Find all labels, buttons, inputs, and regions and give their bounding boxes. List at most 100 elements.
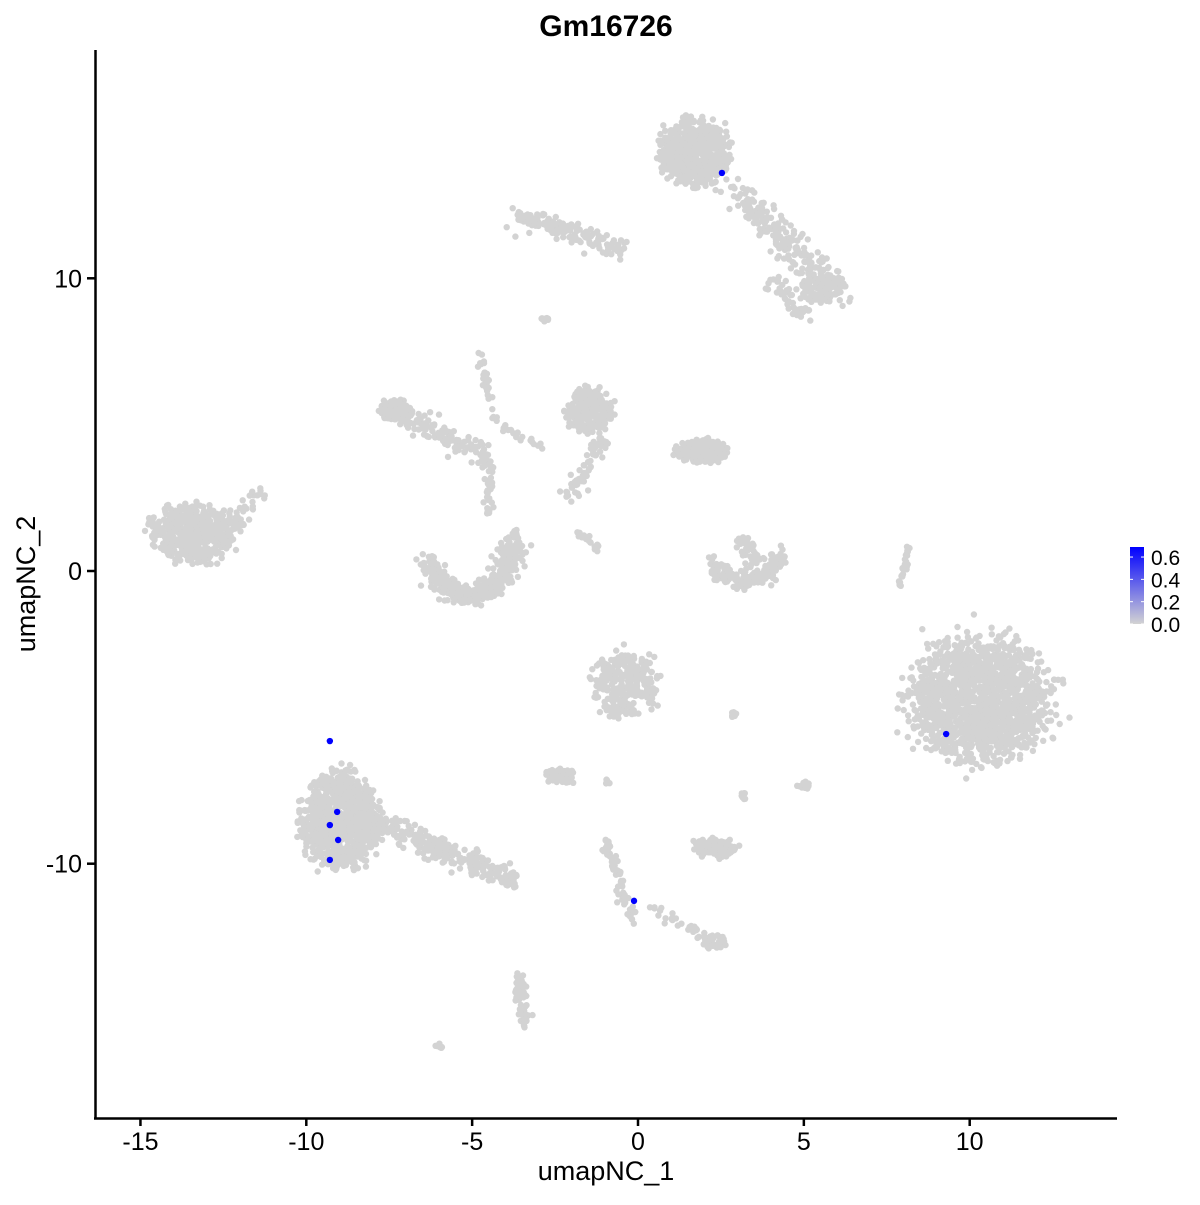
cell-point [151, 530, 158, 538]
cell-point [167, 511, 175, 518]
cell-point [904, 712, 912, 719]
cell-point [236, 504, 244, 512]
cell-point [489, 406, 496, 413]
cell-point [567, 471, 574, 478]
cell-point [417, 582, 425, 589]
cell-point [750, 198, 758, 205]
cell-point [234, 513, 241, 520]
cell-point [1056, 720, 1063, 728]
cell-point [999, 722, 1006, 729]
cell-point [1014, 680, 1022, 687]
cell-point [992, 715, 1000, 722]
cell-point [767, 551, 775, 558]
cell-point [657, 141, 664, 148]
cell-point [979, 752, 986, 759]
cell-point [404, 424, 412, 431]
cell-point [772, 238, 780, 245]
cell-point [756, 556, 763, 563]
cell-point [443, 573, 450, 580]
cell-point [894, 705, 901, 712]
cell-point [784, 301, 791, 308]
cell-point [440, 580, 448, 587]
cell-point [409, 432, 417, 439]
cell-point [996, 652, 1003, 660]
cell-point [158, 525, 166, 532]
background-points [141, 112, 1073, 1052]
cell-point [974, 719, 981, 726]
cell-point [793, 269, 800, 276]
cell-point [772, 576, 779, 584]
cell-point [180, 533, 187, 540]
cell-point [926, 723, 933, 730]
cell-point [512, 233, 519, 240]
cell-point [723, 176, 730, 183]
cell-point [585, 467, 592, 474]
cell-point [1053, 711, 1060, 719]
cell-point [429, 427, 436, 435]
cell-point [779, 546, 786, 553]
cell-point [770, 205, 778, 213]
cell-point [988, 722, 995, 729]
cell-point [475, 459, 482, 466]
cell-point [585, 424, 592, 432]
cell-point [603, 390, 610, 397]
cell-point [761, 569, 768, 576]
cell-point [249, 503, 256, 510]
cell-point [700, 122, 708, 129]
cell-point [716, 440, 723, 448]
cell-point [489, 463, 496, 471]
cell-point [949, 729, 956, 737]
cell-point [444, 453, 452, 461]
cell-point [715, 458, 722, 466]
cell-point [607, 408, 614, 415]
cell-point [601, 420, 609, 427]
cell-point [742, 568, 749, 576]
cell-point [1033, 669, 1041, 676]
cell-point [708, 568, 715, 575]
cell-point [718, 147, 726, 155]
cell-point [1049, 734, 1056, 741]
cell-point [743, 577, 750, 584]
cell-point [978, 764, 985, 772]
cell-point [211, 538, 219, 545]
cell-point [474, 363, 482, 370]
cell-point [692, 184, 699, 192]
cell-point [480, 499, 487, 506]
cell-point [1051, 676, 1058, 683]
cell-point [967, 743, 975, 751]
cell-point [1021, 672, 1028, 679]
cell-point [512, 554, 519, 562]
cell-point [960, 740, 967, 748]
cell-point [1019, 712, 1027, 719]
cell-point [951, 741, 958, 748]
cell-point [673, 180, 680, 187]
cell-point [395, 400, 403, 407]
cell-point [156, 518, 163, 525]
cell-point [826, 285, 833, 292]
cell-point [693, 177, 701, 184]
cell-point [433, 575, 440, 583]
cell-point [599, 399, 607, 406]
cell-point [411, 425, 418, 433]
cell-point [485, 565, 492, 572]
cell-point [514, 429, 521, 436]
cell-point [213, 521, 220, 529]
cell-point [725, 568, 732, 575]
cell-point [950, 650, 957, 657]
cell-point [743, 582, 751, 589]
cell-point [899, 674, 906, 682]
cell-point [458, 599, 465, 606]
cell-point [793, 311, 801, 319]
cell-point [959, 670, 966, 678]
cell-point [937, 670, 944, 678]
cell-point [774, 554, 782, 562]
cell-point [710, 165, 717, 172]
cell-point [580, 462, 588, 469]
cell-point [172, 560, 179, 567]
cell-point [1042, 702, 1050, 709]
cell-point [162, 532, 169, 540]
cell-point [407, 412, 414, 419]
cell-point [955, 756, 963, 763]
cell-point [194, 526, 201, 534]
cell-point [900, 706, 907, 714]
